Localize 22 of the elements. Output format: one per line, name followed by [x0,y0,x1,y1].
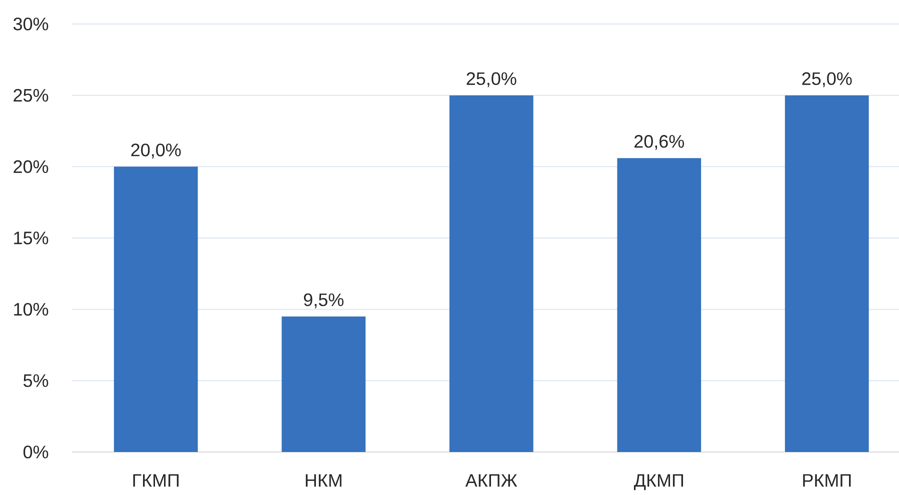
bar [282,316,366,452]
x-tick-label: НКМ [306,474,342,487]
data-label: 25,0% [802,72,852,88]
data-label: 25,0% [466,72,516,88]
data-label: 20,0% [131,144,181,158]
data-label: 20,6% [634,135,684,150]
y-tick-label: 0% [23,446,48,458]
x-tick-label: РКМП [803,474,851,487]
x-tick-label: АКПЖ [465,474,518,487]
bar [784,95,869,452]
y-tick-label: 5% [24,374,48,387]
x-tick-label: ГКМП [133,474,179,487]
y-tick-label: 25% [14,88,48,102]
x-tick-label: ДКМП [634,474,684,490]
data-label: 9,5% [304,293,344,308]
bar [617,158,702,452]
y-tick-label: 20% [14,160,48,174]
y-tick-label: 30% [13,18,48,30]
y-tick-label: 15% [14,232,48,244]
y-tick-label: 10% [14,302,48,316]
bar [114,166,198,452]
bar [449,95,534,452]
